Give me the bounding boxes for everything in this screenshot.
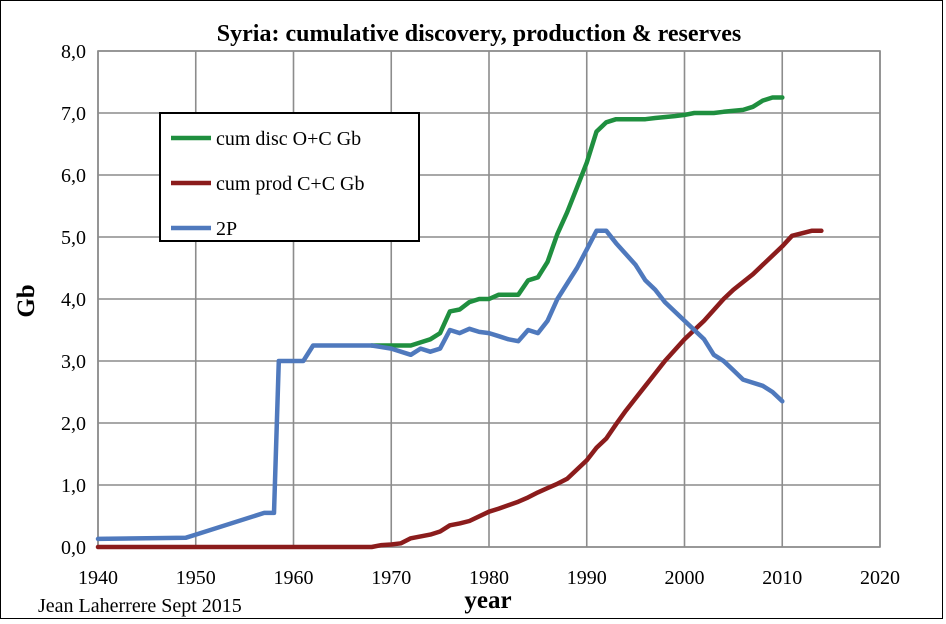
- x-tick-label: 2000: [665, 567, 705, 589]
- y-tick-label: 2,0: [61, 413, 86, 435]
- x-tick-label: 1970: [371, 567, 411, 589]
- plot-area-border: [97, 50, 881, 548]
- x-tick-label: 1940: [78, 567, 118, 589]
- x-tick-label: 2020: [860, 567, 900, 589]
- x-tick-label: 1960: [274, 567, 314, 589]
- author-credit: Jean Laherrere Sept 2015: [38, 595, 242, 617]
- x-tick-label: 1950: [176, 567, 216, 589]
- y-tick-label: 0,0: [61, 537, 86, 559]
- chart-title: Syria: cumulative discovery, production …: [217, 21, 741, 47]
- x-tick-label: 1990: [567, 567, 607, 589]
- legend-label-1: cum disc O+C Gb: [216, 128, 361, 150]
- series-line-3: [95, 228, 785, 542]
- legend-label-3: 2P: [216, 218, 237, 240]
- x-axis-label: year: [464, 587, 511, 614]
- y-tick-label: 7,0: [61, 103, 86, 125]
- legend: cum disc O+C Gb cum prod C+C Gb 2P: [159, 112, 420, 242]
- series-line-2: [95, 228, 824, 550]
- y-tick-label: 1,0: [61, 475, 86, 497]
- x-tick-label: 2010: [762, 567, 802, 589]
- tick-labels: 1940 1950 1960 1970 1980 1990 2000 2010 2020 0,0 1…: [61, 41, 900, 589]
- series-lines: [95, 95, 824, 550]
- legend-box: [159, 112, 420, 242]
- x-tick-label: 1980: [469, 567, 509, 589]
- series-line-1: [369, 95, 785, 348]
- y-tick-label: 6,0: [61, 165, 86, 187]
- y-axis-label: Gb: [13, 284, 40, 317]
- y-tick-label: 3,0: [61, 351, 86, 373]
- y-tick-label: 5,0: [61, 227, 86, 249]
- y-tick-label: 4,0: [61, 289, 86, 311]
- y-tick-label: 8,0: [61, 41, 86, 63]
- legend-label-2: cum prod C+C Gb: [216, 173, 365, 195]
